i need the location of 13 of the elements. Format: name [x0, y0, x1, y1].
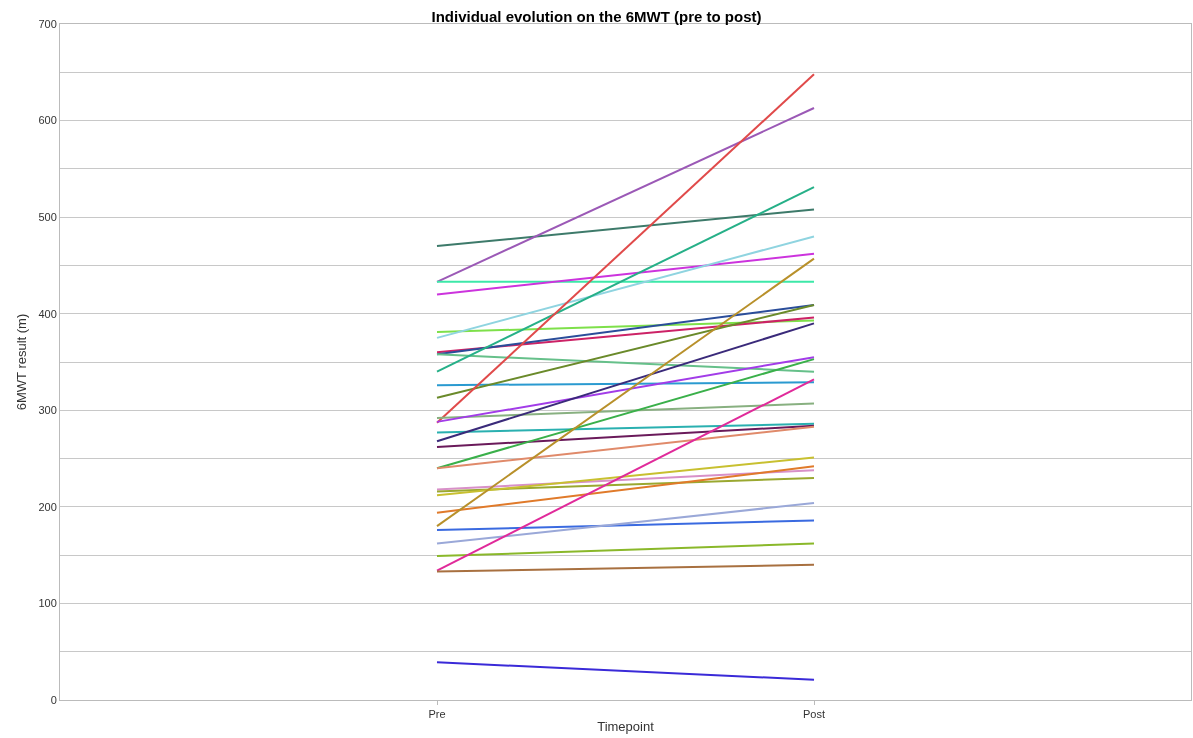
y-tick-label: 400: [38, 307, 57, 320]
x-axis-title: Timepoint: [597, 718, 655, 734]
y-axis-title: 6MWT result (m): [14, 313, 30, 411]
y-tick-label: 200: [38, 500, 57, 513]
y-tick-label: 0: [50, 693, 57, 706]
y-tick-label: 600: [38, 114, 57, 127]
y-tick-label: 100: [38, 597, 57, 610]
y-tick-label: 300: [38, 404, 57, 417]
x-tick-label: Pre: [428, 708, 446, 721]
x-tick-label: Post: [802, 708, 826, 721]
y-tick-label: 500: [38, 210, 57, 223]
chart-title: Individual evolution on the 6MWT (pre to post): [431, 7, 762, 25]
y-tick-label: 700: [38, 17, 57, 30]
